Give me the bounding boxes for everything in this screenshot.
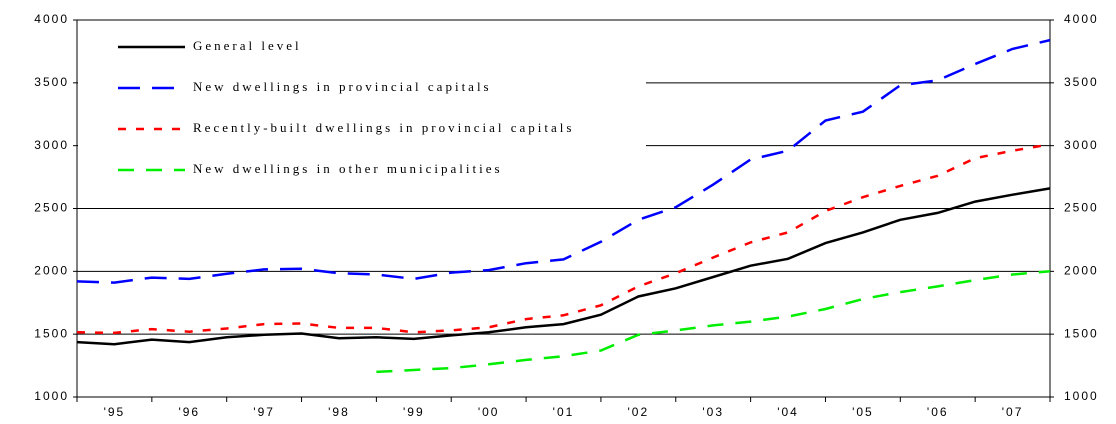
- x-tick-label: '98: [328, 405, 350, 419]
- y-tick-label: 3500: [34, 75, 69, 89]
- y2-tick-label: 4000: [1064, 12, 1099, 26]
- x-tick-label: '03: [702, 405, 724, 419]
- x-tick-label: '05: [852, 405, 874, 419]
- y-tick-label: 1000: [34, 389, 69, 403]
- y2-tick-label: 1000: [1064, 389, 1099, 403]
- legend-label: General level: [193, 38, 302, 53]
- series-line: [376, 270, 1051, 374]
- y-tick-label: 3000: [34, 138, 69, 152]
- x-tick-label: '95: [104, 405, 126, 419]
- x-tick-label: '01: [553, 405, 575, 419]
- x-tick-label: '02: [628, 405, 650, 419]
- x-tick-label: '97: [253, 405, 275, 419]
- y-tick-label: 2500: [34, 201, 69, 215]
- x-tick-label: '00: [478, 405, 500, 419]
- x-tick-label: '06: [927, 405, 949, 419]
- legend-label: New dwellings in provincial capitals: [193, 79, 492, 94]
- y2-tick-label: 3500: [1064, 75, 1099, 89]
- y2-tick-label: 2000: [1064, 264, 1099, 278]
- legend-label: New dwellings in other municipalities: [193, 161, 503, 176]
- legend-box: [78, 21, 646, 189]
- series-line: [76, 143, 1051, 335]
- y-tick-label: 1500: [34, 326, 69, 340]
- x-tick-label: '99: [403, 405, 425, 419]
- y-tick-label: 4000: [34, 12, 69, 26]
- x-tick-label: '04: [777, 405, 799, 419]
- series-line: [76, 38, 1051, 284]
- x-tick-label: '96: [178, 405, 200, 419]
- legend-label: Recently-built dwellings in provincial c…: [193, 120, 574, 135]
- series-line: [76, 187, 1051, 346]
- x-tick-label: '07: [1002, 405, 1024, 419]
- y2-tick-label: 1500: [1064, 326, 1099, 340]
- y-tick-label: 2000: [34, 264, 69, 278]
- y2-tick-label: 3000: [1064, 138, 1099, 152]
- y2-tick-label: 2500: [1064, 201, 1099, 215]
